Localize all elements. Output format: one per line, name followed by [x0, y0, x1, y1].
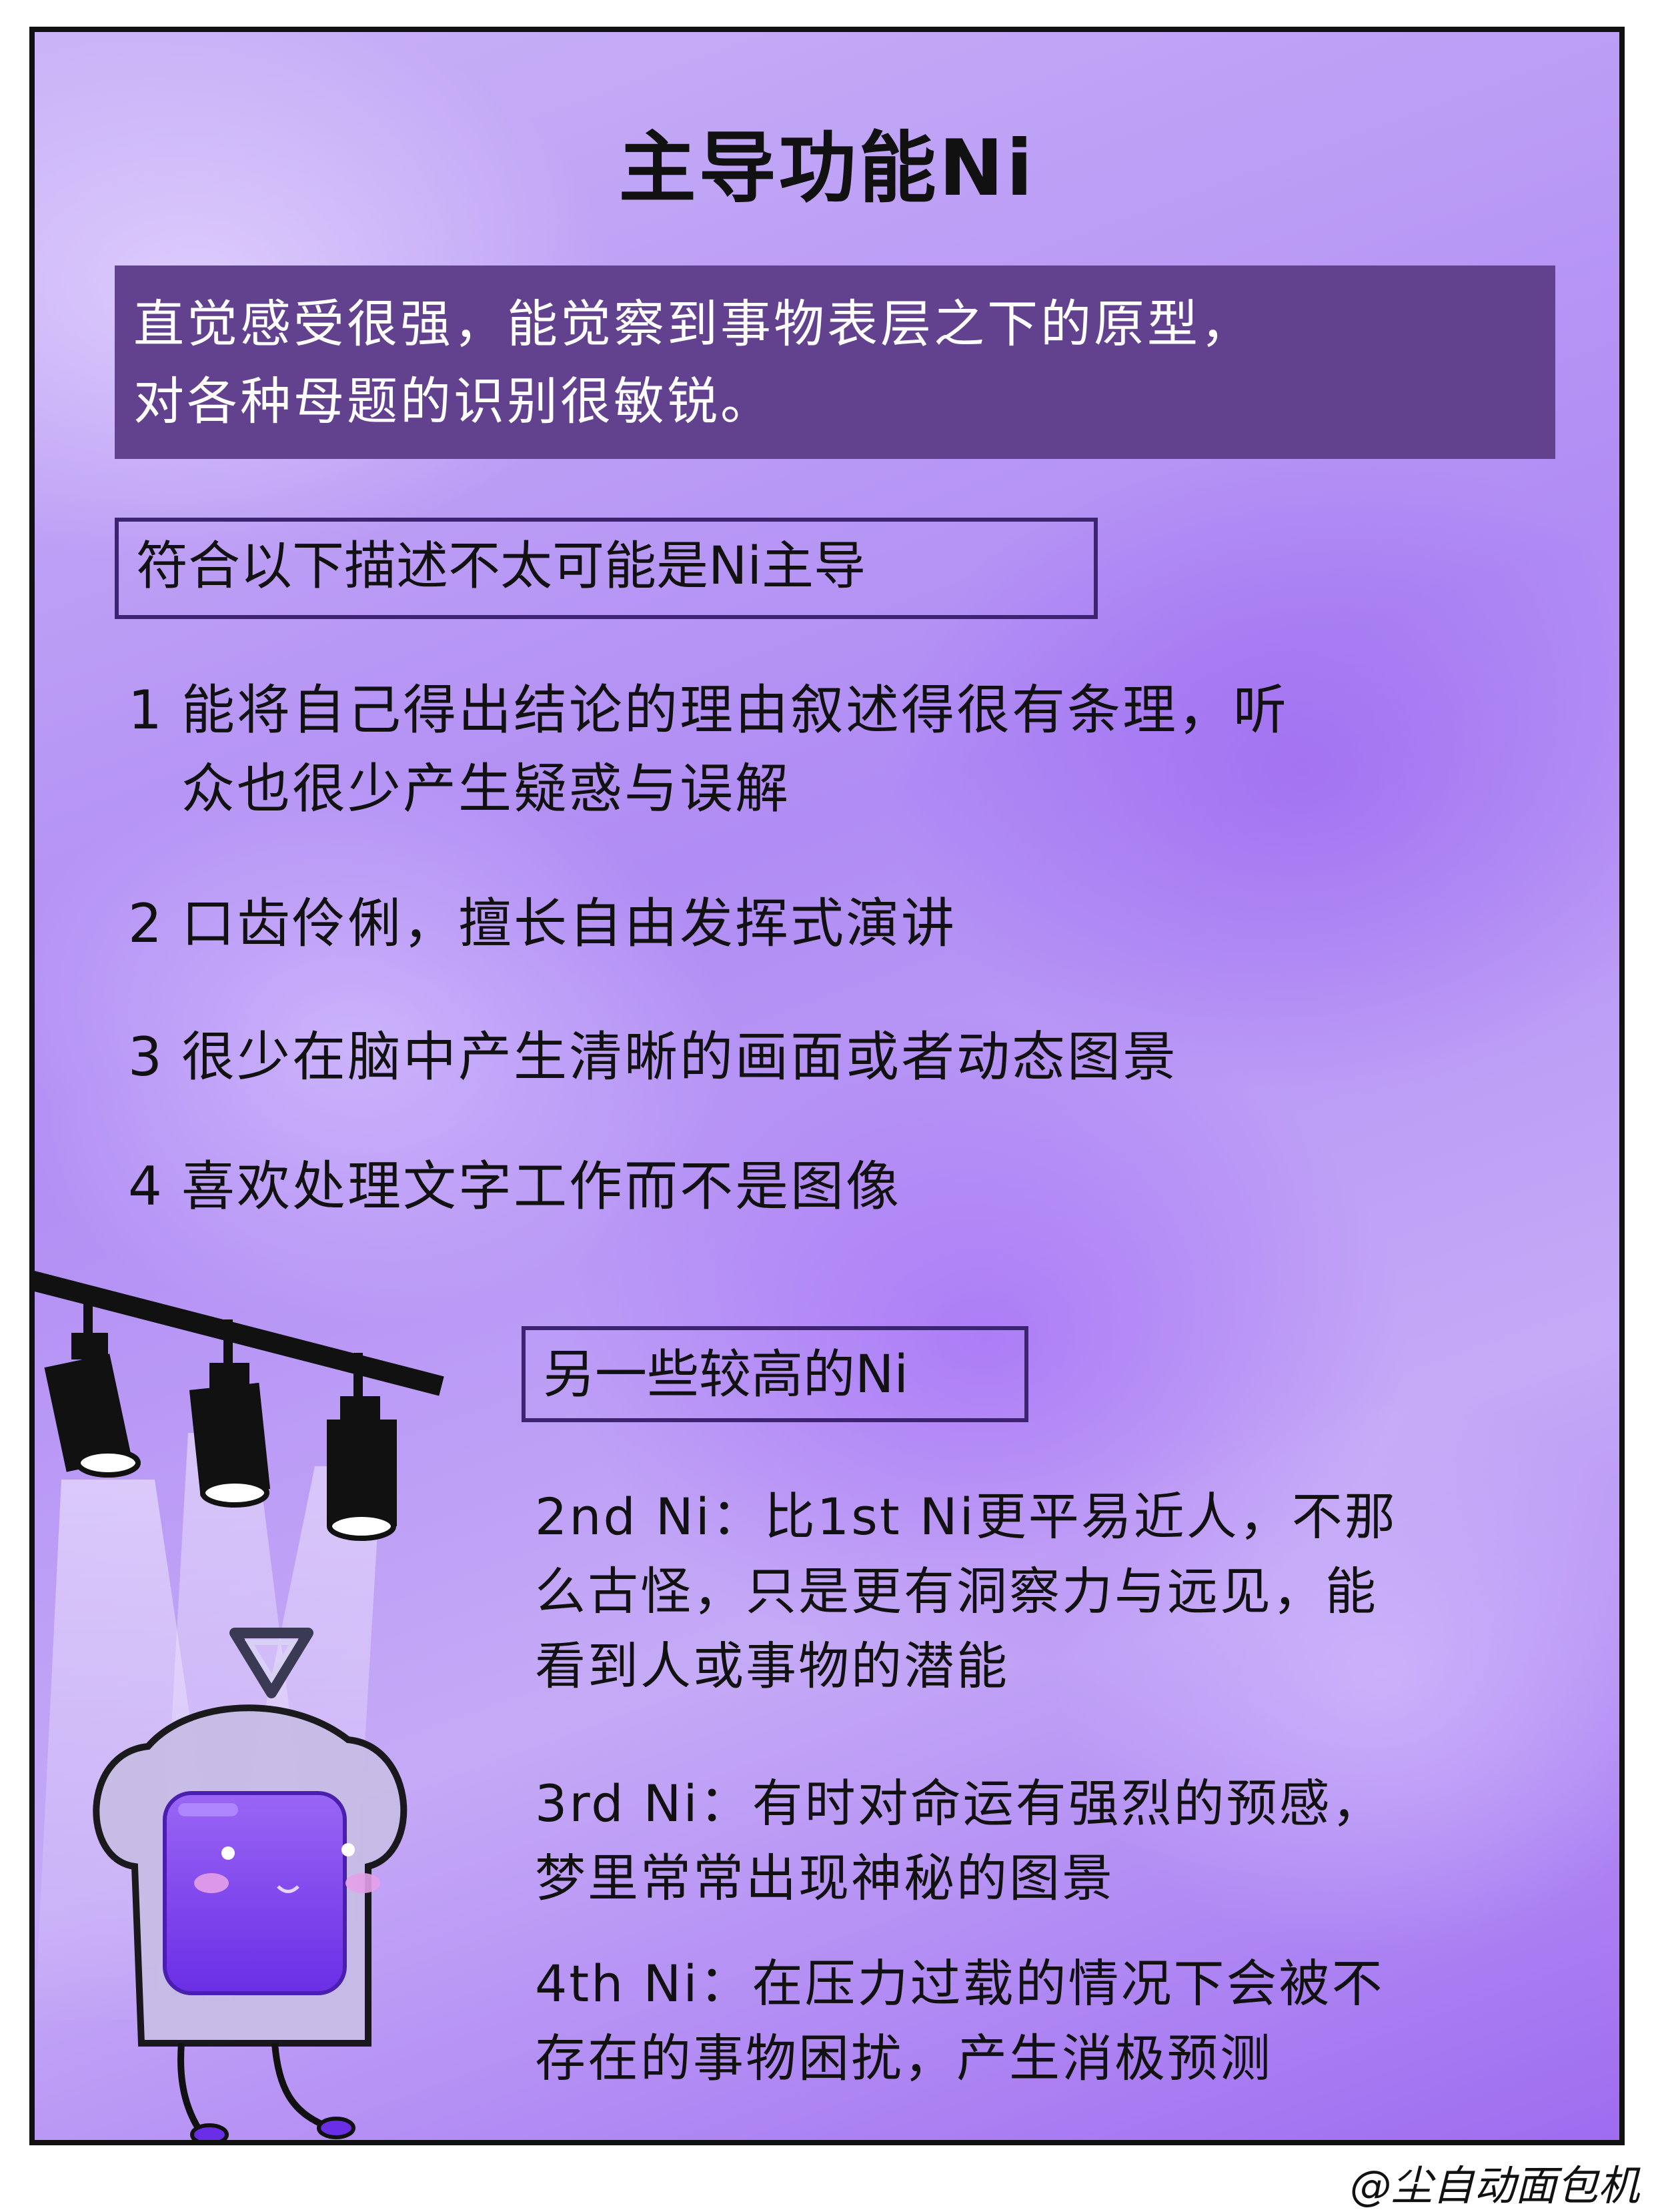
illustration [35, 1271, 444, 2140]
level-text-line: 梦里常常出现神秘的图景 [535, 1848, 1114, 1908]
summary-line-2: 对各种母题的识别很敏锐。 [133, 372, 774, 431]
item-text: 能将自己得出结论的理由叙述得很有条理，听 [181, 679, 1289, 741]
item-number: 2 [128, 893, 164, 955]
item-text: 很少在脑中产生清晰的画面或者动态图景 [181, 1026, 1178, 1088]
summary-box: 直觉感受很强，能觉察到事物表层之下的原型， 对各种母题的识别很敏锐。 [115, 265, 1555, 459]
level-text-line: 看到人或事物的潜能 [535, 1636, 1009, 1696]
impossible-triangle-icon [229, 1628, 313, 1698]
unlikely-item-4: 4 喜欢处理文字工作而不是图像 [128, 1147, 901, 1226]
spotlight-icon [44, 1286, 141, 1478]
item-text: 口齿伶俐，擅长自由发挥式演讲 [181, 893, 956, 955]
summary-text: 直觉感受很强，能觉察到事物表层之下的原型， 对各种母题的识别很敏锐。 [133, 286, 1537, 440]
level-text-line: 么古怪，只是更有洞察力与远见，能 [535, 1562, 1378, 1621]
other-section-heading: 另一些较高的Ni [522, 1326, 1028, 1422]
author-signature: @尘自动面包机 [1349, 2161, 1639, 2210]
level-text-line: 2nd Ni：比1st Ni更平易近人，不那 [535, 1487, 1397, 1546]
item-text-continued: 众也很少产生疑惑与误解 [181, 758, 790, 820]
level-text-line: 存在的事物困扰，产生消极预测 [535, 2029, 1273, 2088]
item-number: 3 [128, 1026, 164, 1088]
unlikely-item-2: 2 口齿伶俐，擅长自由发挥式演讲 [128, 885, 956, 963]
page-title: 主导功能Ni [618, 123, 1036, 213]
item-number: 4 [128, 1155, 164, 1217]
unlikely-item-3: 3 很少在脑中产生清晰的画面或者动态图景 [128, 1018, 1178, 1097]
content-panel: 主导功能Ni 直觉感受很强，能觉察到事物表层之下的原型， 对各种母题的识别很敏锐… [29, 27, 1625, 2145]
level-item-4th: 4th Ni：在压力过载的情况下会被不 存在的事物困扰，产生消极预测 [535, 1947, 1522, 2096]
level-text-line: 3rd Ni：有时对命运有强烈的预感， [535, 1774, 1385, 1833]
summary-line-1: 直觉感受很强，能觉察到事物表层之下的原型， [133, 294, 1254, 354]
spotlight-icon [189, 1319, 271, 1508]
level-item-3rd: 3rd Ni：有时对命运有强烈的预感， 梦里常常出现神秘的图景 [535, 1766, 1522, 1916]
level-text-line: 4th Ni：在压力过载的情况下会被不 [535, 1954, 1385, 2013]
spotlight-icon [327, 1353, 397, 1541]
level-item-2nd: 2nd Ni：比1st Ni更平易近人，不那 么古怪，只是更有洞察力与远见，能 … [535, 1480, 1522, 1704]
toast-character-icon [93, 1704, 407, 2140]
item-number: 1 [128, 679, 164, 741]
spotlight-bar [35, 1271, 444, 1396]
item-text: 喜欢处理文字工作而不是图像 [181, 1155, 901, 1217]
unlikely-section-heading: 符合以下描述不太可能是Ni主导 [115, 518, 1098, 619]
unlikely-item-1: 1 能将自己得出结论的理由叙述得很有条理，听 众也很少产生疑惑与误解 [128, 671, 1289, 828]
